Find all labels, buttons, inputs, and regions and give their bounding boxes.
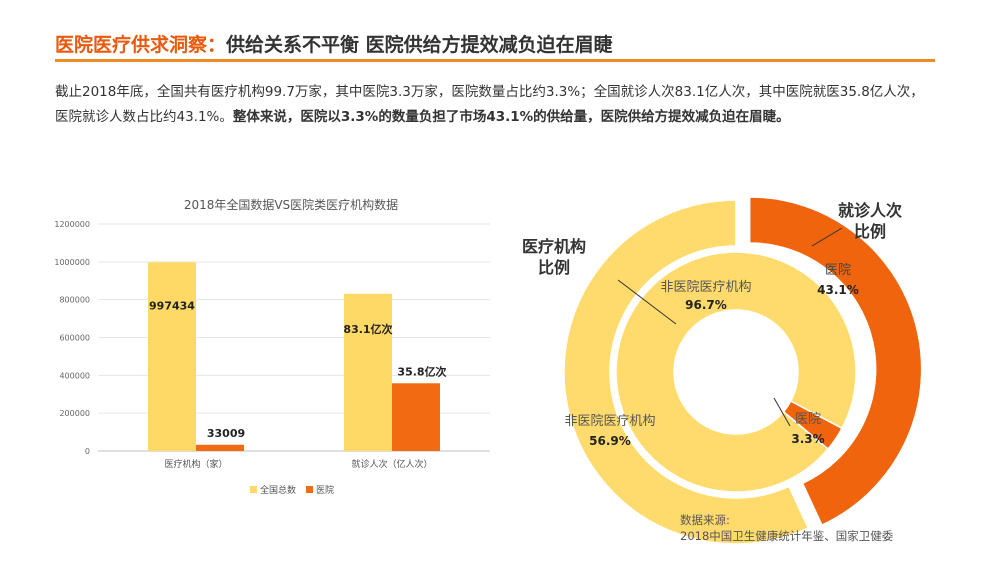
x-tick-label: 就诊人次（亿人次）	[351, 458, 432, 470]
intro-bold-text: 整体来说，医院以3.3%的数量负担了市场43.1%的供给量，医院供给方提效减负迫…	[232, 109, 790, 125]
data-label: 35.8亿次	[397, 364, 446, 378]
bar	[196, 444, 244, 451]
legend-label: 医院	[316, 484, 334, 496]
leader-line	[811, 227, 843, 247]
outer-slice-non-hospital	[563, 199, 810, 545]
legend-label: 全国总数	[260, 484, 296, 496]
bar-chart-title: 2018年全国数据VS医院类医疗机构数据	[183, 198, 399, 212]
outer-ring-title-line1: 就诊人次	[838, 201, 903, 220]
title-underline	[55, 59, 935, 62]
leader-line	[617, 279, 677, 325]
y-tick-label: 600000	[59, 334, 90, 343]
inner-non-hospital-name: 非医院医疗机构	[660, 280, 751, 295]
y-tick-label: 1000000	[54, 258, 90, 267]
inner-ring-title-line1: 医疗机构	[522, 237, 587, 256]
intro-plain-text: 截止2018年底，全国共有医疗机构99.7万家，其中医院3.3万家，医院数量占比…	[55, 84, 924, 125]
y-tick-label: 800000	[59, 296, 90, 305]
outer-hospital-group	[748, 196, 923, 527]
page-title: 医院医疗供求洞察：供给关系不平衡 医院供给方提效减负迫在眉睫	[55, 30, 613, 57]
legend-swatch	[306, 486, 313, 493]
outer-slice-hospital	[748, 196, 923, 527]
outer-non-hospital-name: 非医院医疗机构	[564, 414, 655, 429]
data-label: 997434	[149, 299, 195, 312]
intro-paragraph: 截止2018年底，全国共有医疗机构99.7万家，其中医院3.3万家，医院数量占比…	[55, 80, 935, 130]
outer-hospital-value: 43.1%	[817, 283, 859, 297]
leader-line	[773, 397, 791, 427]
source-text: 2018中国卫生健康统计年鉴、国家卫健委	[680, 529, 894, 543]
x-tick-label: 医疗机构（家）	[164, 458, 227, 470]
inner-hospital-value: 3.3%	[791, 432, 824, 446]
data-label: 83.1亿次	[343, 322, 392, 336]
y-tick-label: 0	[85, 447, 90, 456]
outer-non-hospital-value: 56.9%	[589, 434, 631, 448]
outer-hospital-name: 医院	[825, 263, 851, 278]
y-tick-label: 400000	[59, 371, 90, 380]
legend-swatch	[250, 486, 257, 493]
title-main: 供给关系不平衡 医院供给方提效减负迫在眉睫	[226, 34, 613, 56]
inner-hospital-name: 医院	[795, 412, 821, 427]
bar	[148, 262, 196, 451]
source-label: 数据来源:	[680, 513, 730, 527]
y-tick-label: 1200000	[54, 220, 90, 229]
bar	[344, 293, 392, 451]
inner-non-hospital-value: 96.7%	[685, 298, 727, 312]
y-tick-label: 200000	[59, 409, 90, 418]
title-highlight: 医院医疗供求洞察：	[55, 34, 227, 56]
inner-slice-hospital	[782, 400, 843, 450]
inner-slice-non-hospital	[615, 251, 857, 493]
data-label: 33009	[207, 427, 245, 440]
bar	[392, 383, 440, 451]
inner-ring-title-line2: 比例	[538, 258, 571, 277]
outer-ring-title: 就诊人次 比例	[838, 200, 902, 242]
data-source: 数据来源: 2018中国卫生健康统计年鉴、国家卫健委	[680, 512, 893, 544]
inner-ring-title: 医疗机构 比例	[522, 236, 586, 278]
outer-ring-title-line2: 比例	[854, 222, 887, 241]
